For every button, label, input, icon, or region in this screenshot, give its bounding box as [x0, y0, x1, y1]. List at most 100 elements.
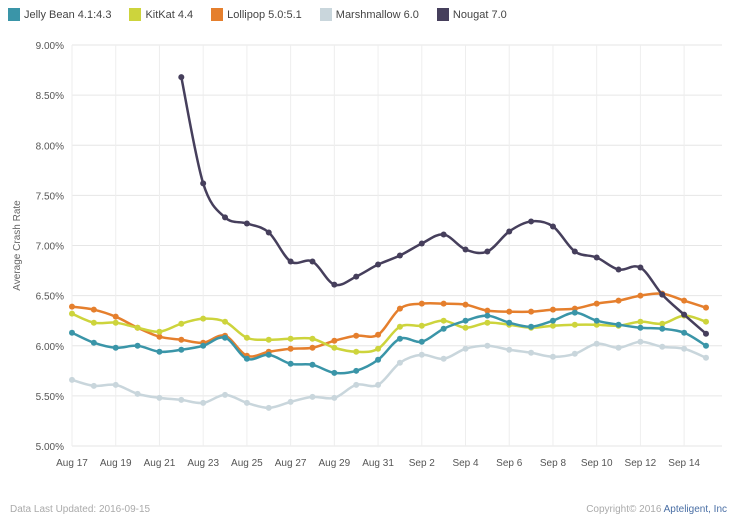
x-tick-label: Aug 21 — [144, 458, 176, 469]
data-point-jelly — [440, 325, 447, 332]
data-point-kitkat — [484, 319, 491, 326]
data-point-marshmallow — [134, 390, 141, 397]
y-tick-label: 7.50% — [36, 191, 64, 202]
data-point-lollipop — [418, 300, 425, 307]
data-point-marshmallow — [396, 359, 403, 366]
data-point-marshmallow — [353, 381, 360, 388]
data-point-marshmallow — [112, 381, 119, 388]
data-point-kitkat — [69, 310, 75, 317]
x-tick-label: Aug 23 — [187, 458, 219, 469]
data-point-marshmallow — [178, 396, 185, 403]
data-point-kitkat — [549, 322, 556, 329]
legend: Jelly Bean 4.1:4.3 KitKat 4.4 Lollipop 5.0… — [8, 8, 525, 21]
legend-item[interactable]: Marshmallow 6.0 — [319, 8, 419, 21]
x-tick-label: Aug 19 — [100, 458, 132, 469]
data-point-kitkat — [243, 334, 250, 341]
data-point-jelly — [418, 338, 425, 345]
data-point-kitkat — [462, 324, 469, 331]
data-point-jelly — [571, 309, 578, 316]
data-point-jelly — [222, 334, 229, 341]
data-point-lollipop — [549, 306, 556, 313]
data-point-jelly — [462, 317, 469, 324]
data-point-jelly — [615, 321, 622, 328]
data-point-marshmallow — [462, 345, 469, 352]
data-point-lollipop — [112, 313, 119, 320]
data-point-lollipop — [615, 297, 622, 304]
data-point-nougat — [703, 330, 709, 337]
data-point-kitkat — [331, 344, 338, 351]
legend-swatch — [129, 8, 142, 21]
data-point-marshmallow — [571, 350, 578, 357]
data-point-kitkat — [134, 324, 141, 331]
legend-swatch — [436, 8, 449, 21]
legend-item[interactable]: KitKat 4.4 — [129, 8, 193, 21]
legend-item[interactable]: Lollipop 5.0:5.1 — [211, 8, 302, 21]
data-point-nougat — [353, 273, 360, 280]
data-point-kitkat — [396, 323, 403, 330]
x-tick-label: Sep 4 — [452, 458, 479, 469]
data-point-lollipop — [375, 331, 382, 338]
data-point-jelly — [309, 361, 316, 368]
y-tick-label: 5.50% — [36, 392, 64, 403]
data-point-kitkat — [200, 315, 207, 322]
data-point-kitkat — [178, 320, 185, 327]
data-point-jelly — [243, 355, 250, 362]
data-point-kitkat — [222, 318, 229, 325]
data-point-kitkat — [637, 318, 644, 325]
legend-item[interactable]: Nougat 7.0 — [436, 8, 507, 21]
data-point-marshmallow — [637, 338, 644, 345]
y-tick-label: 6.00% — [36, 342, 64, 353]
data-point-kitkat — [353, 348, 360, 355]
data-point-kitkat — [440, 317, 447, 324]
legend-label: Nougat 7.0 — [452, 8, 507, 21]
data-point-nougat — [200, 180, 207, 187]
data-point-lollipop — [593, 300, 600, 307]
data-point-marshmallow — [331, 394, 338, 401]
y-tick-label: 8.00% — [36, 141, 64, 152]
data-point-jelly — [528, 323, 535, 330]
copyright-text: Copyright© 2016 — [586, 504, 664, 515]
legend-item[interactable]: Jelly Bean 4.1:4.3 — [8, 8, 111, 21]
data-point-jelly — [659, 325, 666, 332]
legend-swatch — [8, 8, 20, 21]
data-point-marshmallow — [528, 349, 535, 356]
y-axis-label: Average Crash Rate — [12, 200, 23, 291]
data-point-lollipop — [69, 303, 75, 310]
data-point-marshmallow — [90, 382, 97, 389]
data-point-marshmallow — [549, 353, 556, 360]
y-tick-label: 6.50% — [36, 292, 64, 303]
data-point-marshmallow — [615, 344, 622, 351]
copyright: Copyright© 2016 Apteligent, Inc — [586, 504, 727, 515]
data-point-kitkat — [90, 319, 97, 326]
data-point-jelly — [90, 339, 97, 346]
data-point-jelly — [265, 351, 272, 358]
data-point-kitkat — [703, 318, 709, 325]
x-tick-label: Sep 8 — [540, 458, 567, 469]
data-point-jelly — [178, 346, 185, 353]
data-point-kitkat — [659, 320, 666, 327]
data-point-kitkat — [287, 335, 294, 342]
data-point-nougat — [309, 258, 316, 265]
y-tick-label: 7.00% — [36, 242, 64, 253]
data-point-lollipop — [287, 345, 294, 352]
data-point-nougat — [571, 248, 578, 255]
legend-label: KitKat 4.4 — [145, 8, 194, 21]
data-point-jelly — [593, 317, 600, 324]
brand-link[interactable]: Apteligent, Inc — [663, 504, 727, 515]
data-point-marshmallow — [222, 391, 229, 398]
data-point-nougat — [375, 261, 382, 268]
data-point-jelly — [681, 329, 688, 336]
data-point-kitkat — [112, 319, 119, 326]
data-point-marshmallow — [200, 399, 207, 406]
data-point-jelly — [200, 342, 207, 349]
data-point-lollipop — [178, 336, 185, 343]
data-point-lollipop — [309, 344, 316, 351]
x-tick-label: Sep 14 — [668, 458, 700, 469]
legend-swatch — [319, 8, 332, 21]
data-point-nougat — [396, 252, 403, 259]
data-point-jelly — [353, 367, 360, 374]
data-point-lollipop — [506, 308, 513, 315]
x-tick-label: Sep 6 — [496, 458, 523, 469]
data-point-lollipop — [703, 304, 709, 311]
